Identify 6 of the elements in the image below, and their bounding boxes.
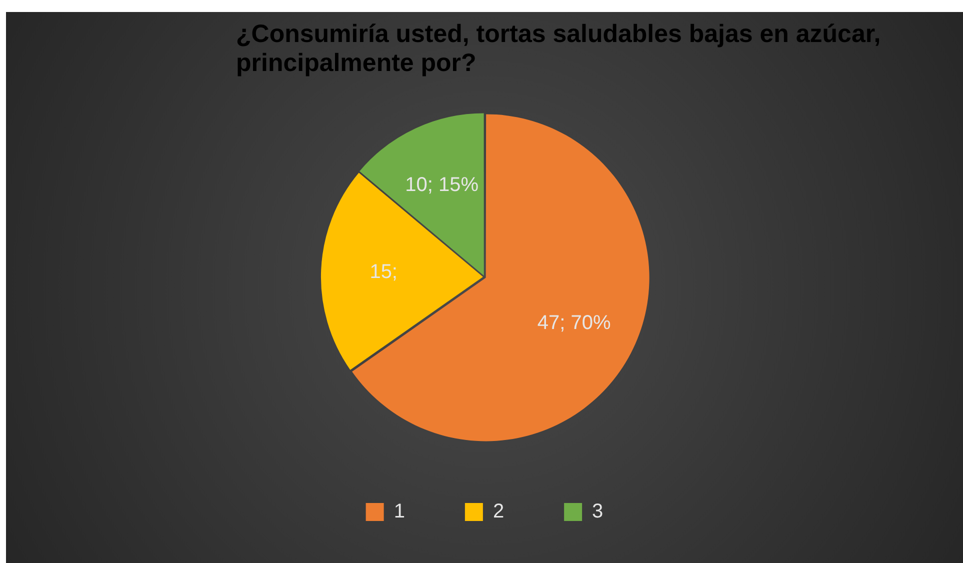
legend-label: 1	[394, 500, 405, 523]
data-label: 47; 70%	[537, 312, 611, 334]
data-label: 10; 15%	[405, 174, 479, 196]
data-label: 15;	[370, 261, 398, 284]
legend-label: 2	[492, 500, 504, 523]
legend-label: 3	[592, 500, 604, 523]
